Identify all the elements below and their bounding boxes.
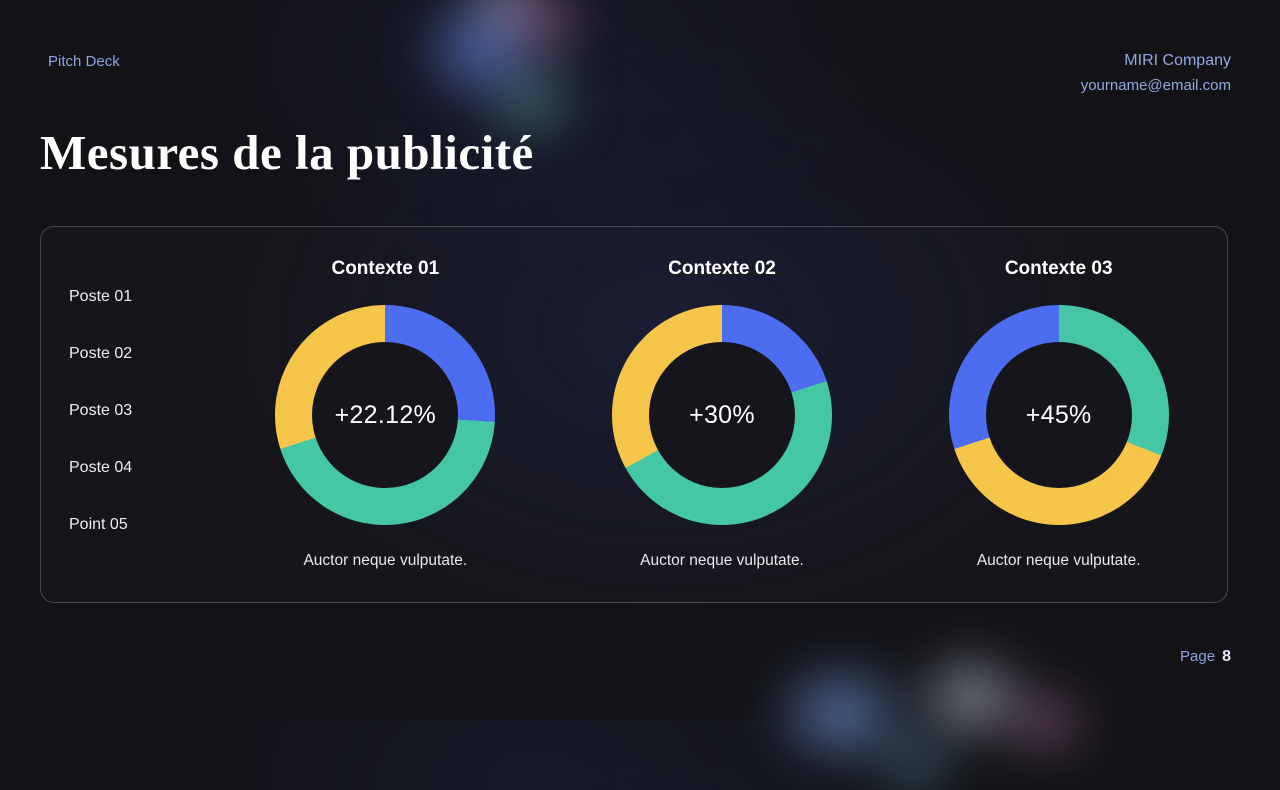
- chart-title: Contexte 02: [668, 258, 776, 279]
- donut-hole: +45%: [985, 342, 1132, 488]
- header-contact-block: MIRI Company yourname@email.com: [1081, 52, 1231, 94]
- chart-title: Contexte 03: [1004, 258, 1113, 279]
- chart-caption: Auctor neque vulputate.: [976, 552, 1141, 569]
- legend-item-point-05: Point 05: [69, 516, 128, 533]
- page-title: Mesures de la publicité: [40, 125, 534, 180]
- page-number: 8: [1222, 648, 1231, 665]
- contact-email: yourname@email.com: [1080, 77, 1231, 94]
- donut-center-value: +45%: [1025, 400, 1092, 429]
- donut-center-value: +30%: [689, 400, 755, 429]
- metrics-card: Poste 01 Poste 02 Poste 03 Poste 04 Poin…: [40, 226, 1228, 603]
- deck-label: Pitch Deck: [48, 53, 120, 70]
- legend-item-poste-01: Poste 01: [69, 288, 133, 305]
- legend-item-poste-03: Poste 03: [69, 402, 133, 419]
- legend-item-poste-02: Poste 02: [69, 345, 133, 362]
- donut-hole: +22.12%: [312, 342, 459, 488]
- donut-chart: +45%: [948, 305, 1169, 525]
- chart-contexte-01: Contexte 01 +22.12% Auctor neque vulputa…: [217, 227, 554, 602]
- company-name: MIRI Company: [1124, 52, 1231, 69]
- chart-caption: Auctor neque vulputate.: [303, 552, 468, 569]
- legend-list: Poste 01 Poste 02 Poste 03 Poste 04 Poin…: [41, 227, 217, 602]
- donut-chart: +22.12%: [275, 305, 496, 525]
- donut-chart: +30%: [612, 305, 832, 525]
- chart-contexte-02: Contexte 02 +30% Auctor neque vulputate.: [554, 227, 891, 602]
- donut-center-value: +22.12%: [334, 400, 437, 429]
- page-label: Page: [1180, 648, 1216, 665]
- donut-hole: +30%: [649, 342, 795, 488]
- legend-item-poste-04: Poste 04: [69, 459, 133, 476]
- chart-contexte-03: Contexte 03 +45% Auctor neque vulputate.: [890, 227, 1227, 602]
- decorative-blob-bottom: [730, 620, 1100, 790]
- chart-caption: Auctor neque vulputate.: [640, 552, 804, 569]
- page-indicator: Page 8: [1180, 648, 1231, 666]
- chart-title: Contexte 01: [331, 258, 440, 279]
